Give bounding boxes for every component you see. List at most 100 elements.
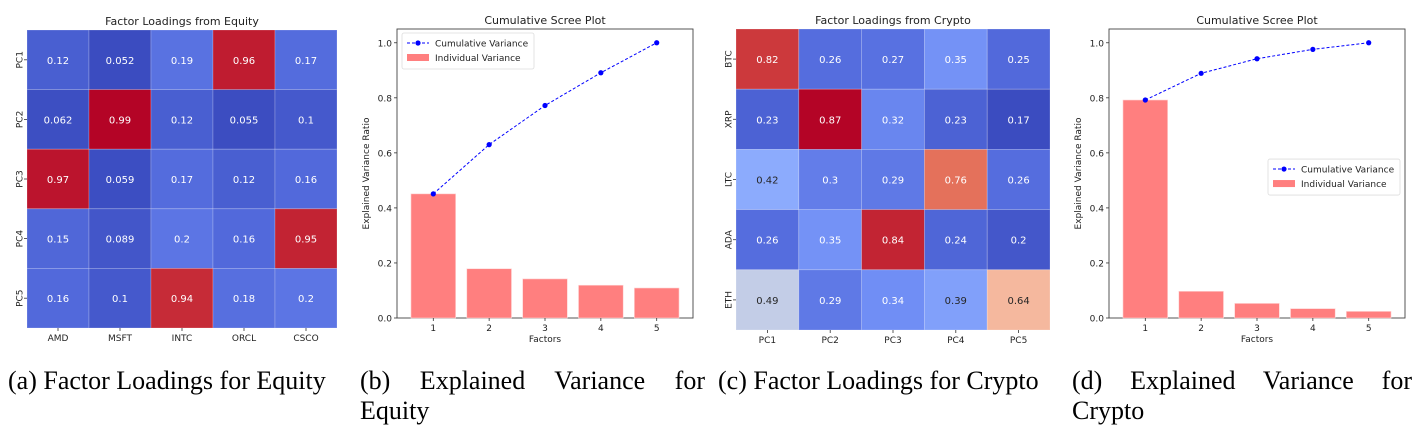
heatmap-cell (798, 88, 862, 150)
variance-bar (634, 287, 680, 319)
heatmap-cell (274, 148, 338, 210)
y-tick-label: 0.4 (1090, 204, 1105, 214)
heatmap-cell (274, 208, 338, 269)
cell-value-label: 0.87 (819, 115, 841, 126)
heatmap-cell (150, 89, 214, 150)
cell-value-label: 0.2 (1011, 236, 1027, 247)
cumulative-line (1145, 42, 1369, 101)
y-tick-label: PC1 (16, 51, 26, 68)
y-tick-label: 0.6 (1090, 149, 1105, 159)
heatmap-cell (924, 209, 988, 271)
cell-value-label: 0.42 (756, 176, 778, 187)
crypto-heatmap: Factor Loadings from Crypto 0.82 0.26 0.27 0… (725, 14, 1051, 346)
x-tick-label: PC4 (947, 336, 965, 346)
variance-bar (1234, 303, 1280, 319)
cumulative-point (1198, 70, 1204, 76)
heatmap-cell (26, 89, 90, 150)
y-tick-label: PC5 (16, 289, 26, 306)
caption-c: (c) Factor Loadings for Crypto (718, 366, 1039, 395)
x-tick-label: 2 (486, 324, 492, 334)
y-axis-label: Explained Variance Ratio (1074, 117, 1084, 229)
cell-value-label: 0.39 (945, 296, 967, 307)
heatmap-cell (861, 209, 925, 271)
x-axis-label: Factors (529, 335, 562, 345)
y-tick-label: BTC (725, 50, 735, 67)
legend: Cumulative Variance Individual Variance (1267, 158, 1401, 196)
x-tick-label: PC2 (821, 336, 838, 346)
x-tick-label: PC5 (1010, 336, 1027, 346)
x-tick-label: MSFT (108, 334, 132, 344)
y-tick-label: 0.6 (378, 149, 393, 159)
cell-value-label: 0.2 (298, 294, 314, 305)
cumulative-point (430, 191, 436, 197)
heatmap-cell (986, 28, 1051, 90)
variance-bar (410, 193, 456, 319)
legend-marker (415, 40, 421, 46)
x-tick-label: PC1 (759, 336, 776, 346)
cell-value-label: 0.95 (295, 235, 317, 246)
cumulative-point (542, 102, 548, 109)
legend-label: Cumulative Variance (1301, 166, 1395, 176)
y-tick-label: 0.8 (378, 94, 393, 104)
cell-value-label: 0.23 (945, 115, 967, 126)
y-tick-label: PC3 (16, 170, 26, 187)
cell-value-label: 0.24 (945, 236, 967, 247)
cell-value-label: 0.35 (945, 55, 967, 66)
heatmap-cell (986, 148, 1051, 210)
heatmap-cell (861, 269, 925, 331)
equity-heatmap: Factor Loadings from Equity 0.12 0.052 0.19… (16, 15, 338, 344)
cumulative-point (1310, 46, 1316, 52)
heatmap-cell (212, 29, 276, 90)
heatmap-cell (924, 148, 988, 210)
equity-scree: Cumulative Scree Plot 0.0 0.2 0.4 0.6 0.8 1.0 E… (362, 14, 694, 345)
heatmap-cell (924, 28, 988, 90)
heatmap-cell (26, 267, 90, 329)
legend: Cumulative Variance Individual Variance (401, 32, 535, 70)
variance-bar (1290, 308, 1336, 319)
y-tick-label: 0.8 (1090, 94, 1105, 104)
y-axis-label: Explained Variance Ratio (362, 117, 372, 229)
cumulative-point (1366, 40, 1372, 46)
cell-value-label: 0.29 (819, 296, 841, 307)
cell-value-label: 0.35 (819, 236, 841, 247)
legend-label: Individual Variance (435, 54, 521, 64)
x-tick-label: ORCL (232, 334, 256, 344)
cell-value-label: 0.15 (47, 235, 69, 246)
heatmap-cell (26, 29, 90, 90)
y-tick-label: ADA (725, 229, 735, 249)
legend-label: Cumulative Variance (435, 40, 529, 50)
caption-a: (a) Factor Loadings for Equity (8, 366, 326, 395)
cell-value-label: 0.12 (171, 115, 193, 126)
heatmap-cell (798, 148, 862, 210)
x-tick-label: 4 (1310, 324, 1316, 334)
legend-bar-swatch (1273, 180, 1295, 188)
y-tick-label: LTC (725, 172, 735, 187)
cumulative-point (654, 40, 660, 46)
y-tick-label: 0.2 (1090, 259, 1104, 269)
x-tick-label: CSCO (293, 334, 318, 344)
x-axis-label: Factors (1241, 335, 1274, 345)
y-tick-label: 0.0 (378, 315, 393, 325)
heatmap-cell (212, 148, 276, 210)
cell-value-label: 0.1 (112, 294, 128, 305)
y-tick-label: 1.0 (1090, 39, 1105, 49)
heatmap-cell (798, 209, 862, 271)
cell-value-label: 0.29 (882, 176, 904, 187)
x-tick-label: 3 (542, 324, 548, 334)
y-tick-label: 0.2 (378, 259, 392, 269)
cell-value-label: 0.062 (44, 115, 73, 126)
x-tick-label: 2 (1198, 324, 1204, 334)
cell-value-label: 0.2 (174, 235, 190, 246)
x-tick-label: 1 (430, 324, 436, 334)
heatmap-cell (274, 89, 338, 150)
y-tick-label: 0.4 (378, 204, 393, 214)
cell-value-label: 0.96 (233, 56, 255, 67)
cell-value-label: 0.19 (171, 56, 193, 67)
cell-value-label: 0.055 (230, 115, 259, 126)
cell-value-label: 0.052 (106, 56, 135, 67)
cell-value-label: 0.34 (882, 296, 904, 307)
heatmap-cell (88, 148, 152, 210)
cell-value-label: 0.3 (822, 176, 838, 187)
heatmap-cell (735, 148, 800, 210)
cell-value-label: 0.23 (756, 115, 778, 126)
